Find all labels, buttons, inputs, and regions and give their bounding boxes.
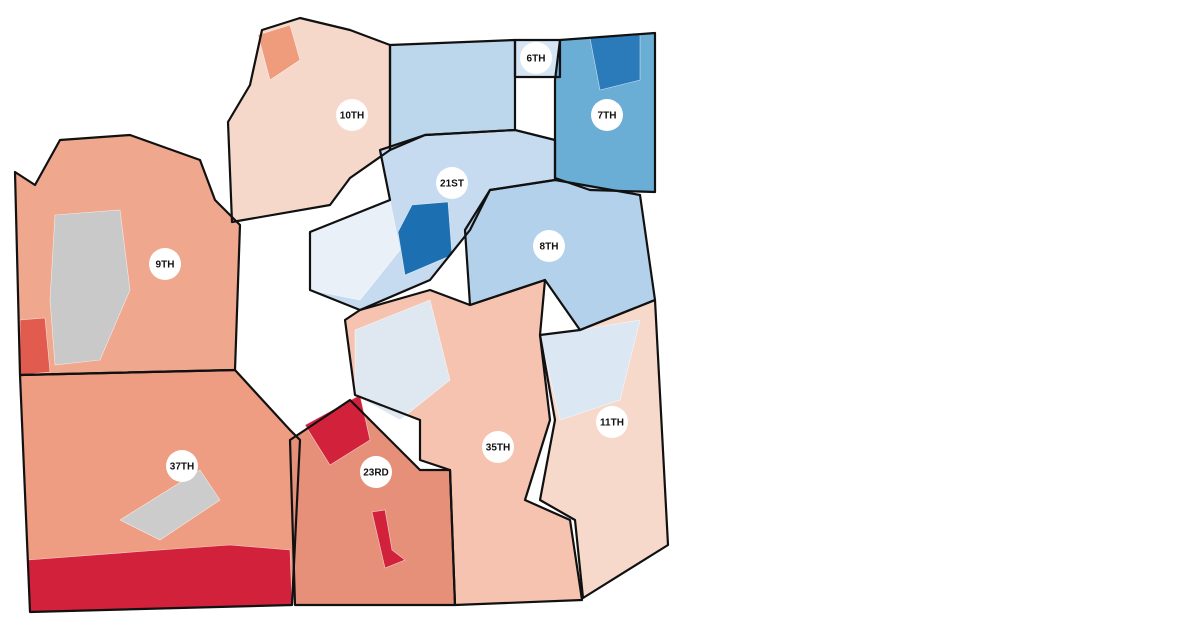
district-label: 35TH xyxy=(486,443,510,454)
district-label: 37TH xyxy=(170,462,194,473)
district-border xyxy=(288,398,457,607)
district-label: 10TH xyxy=(340,111,364,122)
district-label: 6TH xyxy=(527,54,546,65)
precinct xyxy=(354,299,451,421)
label-badge xyxy=(482,431,514,463)
precinct xyxy=(49,209,131,366)
district-label: 11TH xyxy=(600,418,624,429)
precinct xyxy=(371,509,406,569)
precinct xyxy=(397,201,453,276)
label-badge xyxy=(336,99,368,131)
precinct xyxy=(119,469,221,541)
precinct xyxy=(257,24,301,81)
district-borders xyxy=(13,16,670,614)
precinct xyxy=(14,134,241,376)
label-badge xyxy=(533,230,565,262)
label-badge xyxy=(596,406,628,438)
district-labels: 10TH 6TH 7TH 21ST 8TH 9TH 37TH 23RD 35TH 11TH xyxy=(149,42,628,488)
district-label: 7TH xyxy=(598,111,617,122)
label-badge xyxy=(520,42,552,74)
label-badge xyxy=(360,456,392,488)
precinct xyxy=(19,317,51,376)
label-badge xyxy=(166,450,198,482)
district-label: 21ST xyxy=(440,179,464,190)
label-badge xyxy=(591,99,623,131)
district-border xyxy=(513,38,562,79)
label-badge xyxy=(436,167,468,199)
district-border xyxy=(308,128,557,312)
district-label: 9TH xyxy=(156,260,175,271)
label-badge xyxy=(149,248,181,280)
district-border xyxy=(343,278,584,607)
district-border xyxy=(18,368,302,614)
district-border xyxy=(553,31,657,194)
district-border xyxy=(538,298,670,600)
district-label: 8TH xyxy=(540,242,559,253)
district-label: 23RD xyxy=(363,468,389,479)
